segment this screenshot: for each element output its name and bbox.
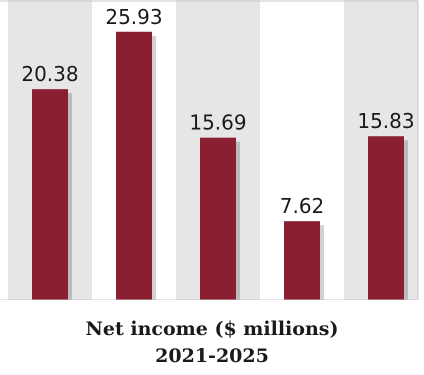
bar-2025 [368, 136, 404, 300]
chart-title: Net income ($ millions) [85, 318, 339, 340]
value-labels: 20.38 25.93 15.69 7.62 15.83 [21, 5, 414, 218]
bar-2023 [200, 137, 236, 300]
bar-series [32, 31, 408, 300]
bar-2022 [116, 31, 152, 300]
chart-subtitle: 2021-2025 [155, 345, 269, 367]
bar-2021 [32, 89, 68, 300]
chart-plot: 20.38 25.93 15.69 7.62 15.83 [0, 0, 419, 300]
bar-2024 [284, 221, 320, 300]
value-label-2025: 15.83 [357, 109, 414, 133]
value-label-2023: 15.69 [189, 111, 246, 135]
value-label-2022: 25.93 [105, 5, 162, 29]
value-label-2021: 20.38 [21, 62, 78, 86]
value-label-2024: 7.62 [280, 194, 325, 218]
